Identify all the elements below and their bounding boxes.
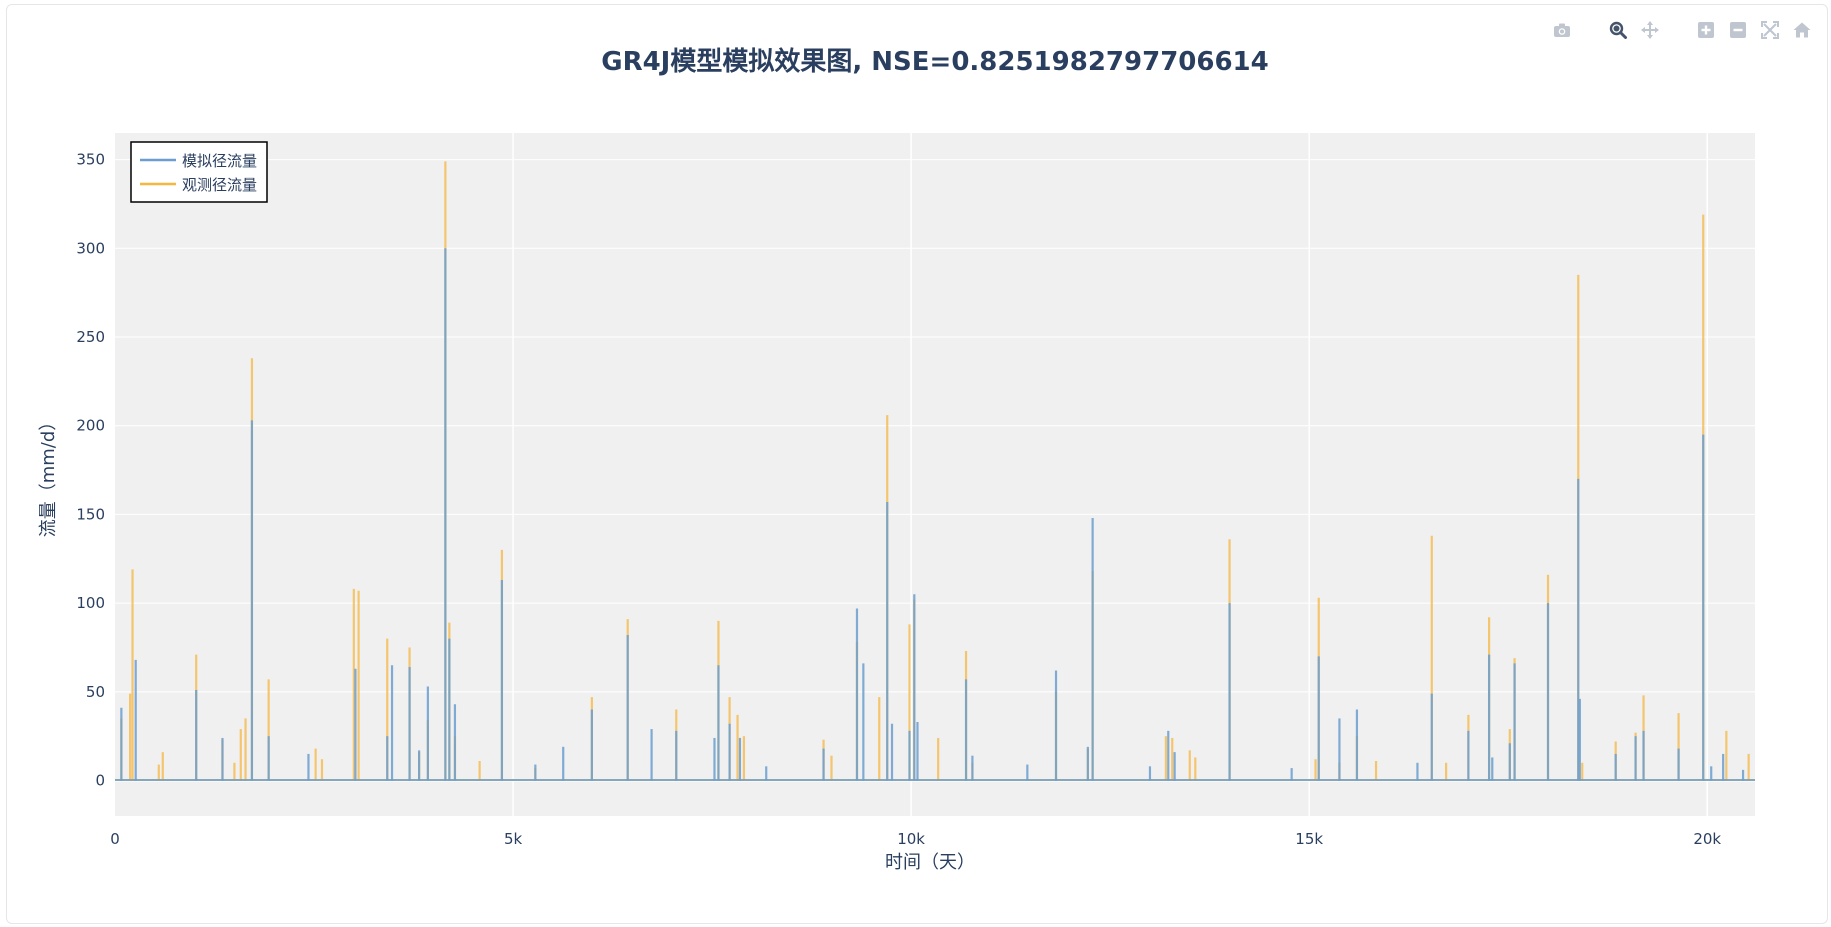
legend-item-observed[interactable]: 观测径流量 bbox=[140, 176, 257, 194]
legend[interactable]: 模拟径流量 观测径流量 bbox=[130, 141, 268, 203]
autoscale-icon[interactable] bbox=[1759, 19, 1781, 41]
modebar bbox=[1551, 19, 1813, 41]
y-tick-label: 300 bbox=[76, 239, 105, 257]
legend-item-simulated[interactable]: 模拟径流量 bbox=[140, 152, 257, 170]
home-icon[interactable] bbox=[1791, 19, 1813, 41]
chart-title: GR4J模型模拟效果图, NSE=0.8251982797706614 bbox=[601, 46, 1269, 77]
x-tick-label: 15k bbox=[1295, 830, 1323, 848]
legend-label-simulated: 模拟径流量 bbox=[182, 152, 257, 170]
y-tick-labels: 0 50 100 150 200 250 300 350 bbox=[76, 151, 105, 790]
y-tick-label: 250 bbox=[76, 328, 105, 346]
plot-background bbox=[115, 133, 1755, 816]
series-layer bbox=[115, 161, 1755, 781]
legend-label-observed: 观测径流量 bbox=[182, 176, 257, 194]
camera-icon[interactable] bbox=[1551, 19, 1573, 41]
y-tick-label: 50 bbox=[86, 683, 105, 701]
zoom-in-icon[interactable] bbox=[1695, 19, 1717, 41]
y-axis-label: 流量（mm/d） bbox=[38, 413, 59, 538]
y-tick-label: 150 bbox=[76, 505, 105, 523]
x-tick-label: 20k bbox=[1693, 830, 1721, 848]
zoom-icon[interactable] bbox=[1607, 19, 1629, 41]
x-tick-label: 5k bbox=[504, 830, 523, 848]
series-simulated bbox=[115, 248, 1755, 781]
y-tick-label: 100 bbox=[76, 594, 105, 612]
legend-box bbox=[130, 141, 268, 203]
x-tick-label: 10k bbox=[897, 830, 925, 848]
x-tick-label: 0 bbox=[110, 830, 120, 848]
zoom-out-icon[interactable] bbox=[1727, 19, 1749, 41]
x-tick-labels: 0 5k 10k 15k 20k bbox=[110, 830, 1721, 848]
pan-icon[interactable] bbox=[1639, 19, 1661, 41]
grid-layer bbox=[115, 133, 1755, 816]
y-tick-label: 0 bbox=[95, 772, 105, 790]
y-tick-label: 200 bbox=[76, 417, 105, 435]
x-axis-label: 时间（天） bbox=[885, 852, 975, 873]
y-tick-label: 350 bbox=[76, 151, 105, 169]
